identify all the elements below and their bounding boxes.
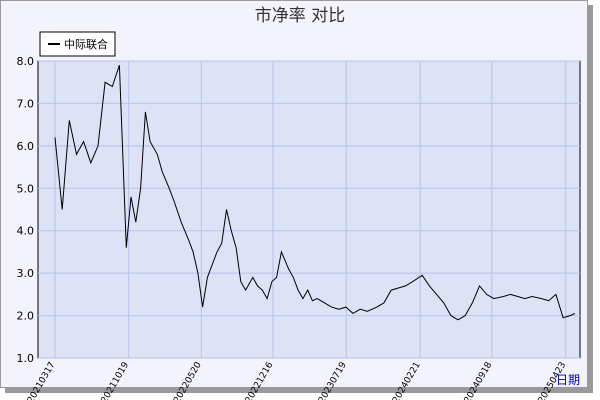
- x-tick-label: 20220520: [172, 360, 204, 400]
- x-tick-label: 20210317: [26, 361, 58, 400]
- y-tick-label: 4.0: [17, 225, 35, 238]
- y-tick-label: 8.0: [17, 55, 35, 68]
- plot-area: [37, 60, 581, 359]
- chart-title: 市净率 对比: [255, 6, 345, 26]
- grid: [38, 60, 580, 359]
- y-tick-label: 7.0: [17, 97, 35, 110]
- x-tick-label: 20230719: [317, 360, 349, 400]
- x-axis-label: 日期: [556, 373, 580, 387]
- series-line: [54, 65, 576, 321]
- y-tick-label: 6.0: [17, 140, 35, 153]
- series-layer: [54, 65, 576, 321]
- legend: 中际联合: [39, 31, 116, 57]
- y-tick-label: 5.0: [17, 182, 35, 195]
- y-tick-label: 3.0: [17, 267, 35, 280]
- x-tick-label: 20211019: [100, 360, 132, 400]
- y-tick-label: 2.0: [17, 310, 35, 323]
- y-tick-label: 1.0: [17, 352, 35, 365]
- x-tick-label: 20240221: [391, 361, 423, 400]
- legend-label: 中际联合: [64, 37, 108, 51]
- x-tick-label: 20221216: [244, 360, 276, 400]
- x-tick-label: 20240918: [463, 360, 495, 400]
